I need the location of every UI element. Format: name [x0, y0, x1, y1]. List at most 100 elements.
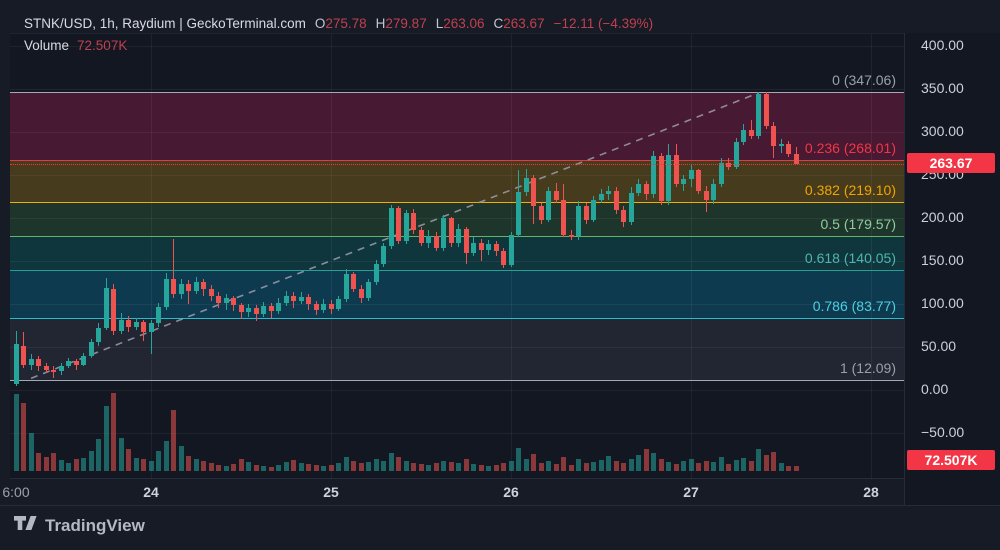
symbol-title[interactable]: STNK/USD, 1h, Raydium | GeckoTerminal.co… — [24, 16, 306, 31]
candle — [606, 190, 611, 195]
volume-bar — [621, 463, 626, 471]
fib-line-0[interactable] — [10, 92, 904, 93]
candle — [598, 194, 604, 200]
candle — [478, 242, 484, 251]
volume-badge: 72.507K — [907, 450, 995, 470]
volume-bar — [471, 464, 476, 471]
volume-bar — [193, 459, 199, 471]
volume-bar — [591, 462, 596, 471]
candle — [111, 288, 116, 332]
tradingview-logo[interactable]: TradingView — [14, 516, 145, 536]
volume-bar — [73, 459, 79, 471]
candle — [73, 361, 79, 365]
volume-bar — [613, 461, 619, 471]
candle — [538, 206, 544, 221]
volume-bar — [186, 456, 191, 471]
candle — [156, 306, 161, 324]
fib-line-0.382[interactable] — [10, 202, 904, 204]
volume-bar — [43, 457, 49, 471]
candle — [36, 359, 41, 367]
price-tick-label: 50.00 — [921, 338, 957, 355]
candle-wick — [75, 359, 77, 370]
volume-bar — [103, 406, 109, 471]
candle — [531, 178, 536, 207]
volume-value: 72.507K — [77, 38, 128, 53]
candle — [643, 184, 649, 195]
volume-bar — [786, 466, 791, 471]
candle — [366, 282, 371, 298]
volume-bar — [283, 462, 289, 471]
volume-bar — [666, 462, 671, 471]
symbol-row: STNK/USD, 1h, Raydium | GeckoTerminal.co… — [24, 13, 653, 35]
candle — [681, 178, 686, 185]
volume-bar — [433, 463, 439, 471]
candle — [193, 282, 199, 291]
time-axis[interactable]: 6:00 24 25 26 27 28 — [2, 478, 904, 506]
volume-bar — [313, 465, 319, 471]
candle — [103, 288, 109, 329]
volume-bar — [733, 460, 739, 471]
volume-label[interactable]: Volume — [24, 38, 70, 53]
fib-line-1[interactable] — [10, 379, 904, 381]
candle-wick — [150, 319, 152, 355]
volume-bar — [261, 466, 266, 471]
candle — [516, 191, 521, 235]
price-tick-label: 350.00 — [921, 80, 964, 97]
candle — [426, 235, 431, 243]
fib-label: 0.786 (83.77) — [812, 298, 896, 315]
fib-label: 1 (12.09) — [839, 359, 896, 376]
fib-line-0.618[interactable] — [10, 269, 904, 271]
price-tick-label: 100.00 — [921, 295, 964, 312]
volume-bar — [171, 410, 176, 471]
candle — [583, 206, 589, 221]
price-axis[interactable]: 263.67 72.507K 400.00 350.00 300.00 250.00 2… — [904, 33, 1000, 505]
volume-bar — [328, 465, 334, 471]
candle — [726, 162, 731, 167]
volume-bar — [583, 463, 589, 471]
price-pane[interactable]: 0 (347.06) 0.236 (268.01) 0.382 (219.10) 0.… — [10, 33, 904, 479]
candle — [636, 184, 641, 193]
volume-bar — [703, 461, 709, 471]
candle — [306, 296, 311, 305]
high-label: H — [375, 16, 386, 31]
volume-bar — [606, 456, 611, 471]
volume-bar — [366, 462, 371, 471]
volume-bar — [141, 459, 146, 471]
horizontal-gridline — [10, 132, 904, 134]
price-tick-label: 400.00 — [921, 37, 964, 54]
fib-line-0.236[interactable] — [10, 159, 904, 161]
volume-bar — [381, 461, 386, 471]
volume-bar — [493, 465, 499, 471]
volume-bar — [321, 466, 326, 471]
fib-band-0 — [10, 92, 904, 160]
candle — [441, 218, 446, 248]
candle — [141, 321, 146, 332]
open-value: 275.78 — [325, 16, 367, 31]
low-label: L — [435, 16, 444, 31]
candle — [283, 295, 289, 303]
last-price-badge: 263.67 — [907, 152, 995, 173]
candle — [88, 342, 94, 356]
volume-bar — [763, 455, 769, 471]
fib-label: 0.236 (268.01) — [804, 139, 896, 156]
candle — [58, 366, 64, 372]
volume-bar — [81, 458, 86, 471]
volume-bar — [396, 457, 401, 471]
volume-bar — [28, 433, 34, 471]
volume-bar — [36, 453, 41, 471]
volume-bar — [216, 465, 221, 471]
candle — [508, 234, 514, 265]
fib-line-0.786[interactable] — [10, 318, 904, 320]
candle — [246, 307, 251, 313]
volume-bar — [291, 460, 296, 471]
trendline-dashed[interactable] — [10, 34, 904, 479]
candle — [523, 178, 529, 192]
candle-wick — [780, 139, 782, 154]
candle — [756, 93, 761, 136]
volume-bar — [178, 446, 184, 471]
vertical-gridline — [331, 34, 332, 479]
candle — [133, 321, 139, 327]
volume-bar — [201, 461, 206, 471]
volume-bar — [358, 463, 364, 471]
candle — [486, 244, 491, 251]
